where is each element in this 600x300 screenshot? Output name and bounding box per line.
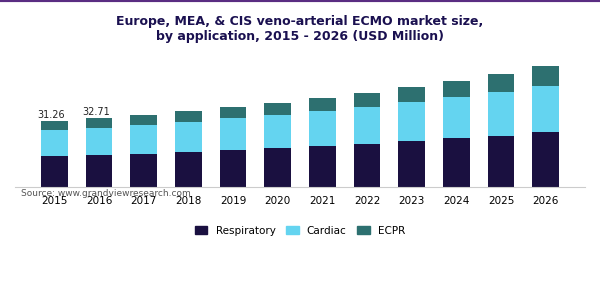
Bar	[220, 150, 247, 187]
Bar	[41, 122, 68, 130]
Bar	[264, 148, 291, 187]
Bar	[175, 152, 202, 187]
Bar	[130, 115, 157, 125]
Text: 31.26: 31.26	[37, 110, 65, 120]
Bar	[488, 136, 514, 187]
Bar	[532, 86, 559, 132]
Title: Europe, MEA, & CIS veno-arterial ECMO market size,
by application, 2015 - 2026 (: Europe, MEA, & CIS veno-arterial ECMO ma…	[116, 15, 484, 43]
Bar	[175, 112, 202, 122]
Bar	[398, 141, 425, 187]
Bar	[309, 146, 336, 187]
Bar	[264, 103, 291, 115]
Bar	[532, 132, 559, 187]
Bar	[443, 81, 470, 97]
Bar	[353, 93, 380, 106]
Bar	[398, 102, 425, 141]
Bar	[130, 125, 157, 154]
Bar	[488, 92, 514, 136]
Bar	[86, 155, 112, 187]
Bar	[86, 118, 112, 128]
Bar	[41, 156, 68, 187]
Bar	[264, 115, 291, 148]
Bar	[220, 107, 247, 118]
Bar	[398, 87, 425, 102]
Bar	[41, 130, 68, 156]
Bar	[443, 97, 470, 139]
Legend: Respiratory, Cardiac, ECPR: Respiratory, Cardiac, ECPR	[191, 222, 409, 240]
Bar	[353, 144, 380, 187]
Bar	[309, 98, 336, 111]
Bar	[353, 106, 380, 144]
Bar	[175, 122, 202, 152]
Text: Source: www.grandviewresearch.com: Source: www.grandviewresearch.com	[21, 189, 190, 198]
Bar	[532, 66, 559, 86]
Bar	[443, 139, 470, 187]
Bar	[220, 118, 247, 150]
Text: 32.71: 32.71	[82, 107, 110, 117]
Bar	[86, 128, 112, 155]
Bar	[130, 154, 157, 187]
Bar	[309, 111, 336, 146]
Bar	[488, 74, 514, 92]
